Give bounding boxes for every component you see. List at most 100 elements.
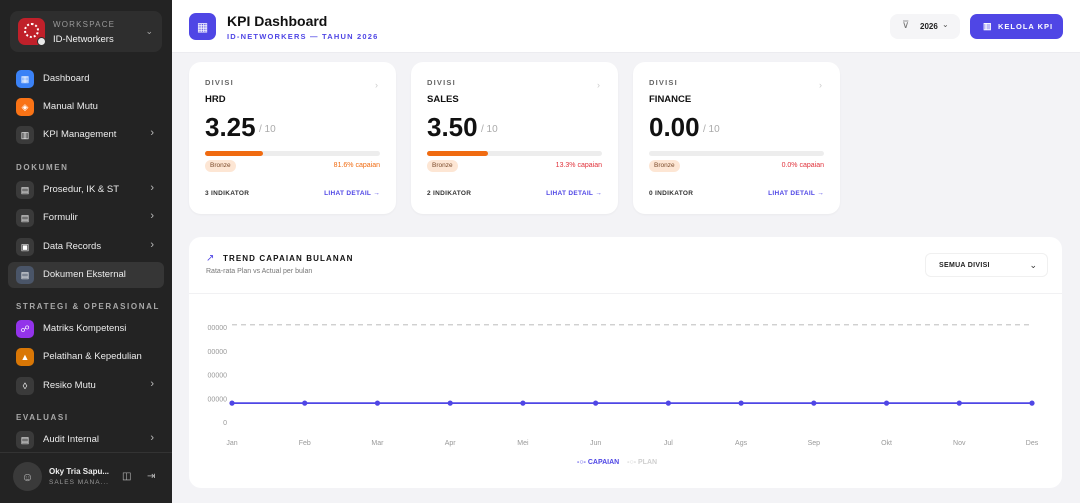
data-point xyxy=(956,400,962,406)
page-subtitle: ID-NETWORKERS — TAHUN 2026 xyxy=(227,32,379,41)
kpi-card-finance[interactable]: DIVISI › FINANCE 0.00 / 10 Bronze 0.0% c… xyxy=(633,62,840,214)
panel-toggle-icon[interactable]: ◫ xyxy=(122,471,132,482)
sidebar-item-dokumen-eksternal[interactable]: ▤ Dokumen Eksternal xyxy=(8,262,164,288)
kelola-kpi-label: KELOLA KPI xyxy=(998,22,1054,31)
kelola-kpi-button[interactable]: ▥ KELOLA KPI xyxy=(970,14,1063,39)
kpi-score: 0.00 xyxy=(649,112,700,142)
chevron-right-icon: › xyxy=(150,432,154,444)
sidebar-item-data-records[interactable]: ▣ Data Records › xyxy=(8,234,164,260)
achievement-percent: 81.6% capaian xyxy=(333,162,380,169)
card-label: DIVISI xyxy=(427,78,456,87)
data-point xyxy=(593,400,599,406)
sidebar-item-resiko-mutu[interactable]: ◊ Resiko Mutu › xyxy=(8,373,164,399)
card-label: DIVISI xyxy=(205,78,234,87)
legend-plan[interactable]: -○- PLAN xyxy=(627,459,658,466)
shield-alert-icon: ◊ xyxy=(16,377,34,395)
card-label: DIVISI xyxy=(649,78,678,87)
year-value: 2026 xyxy=(920,22,938,31)
y-tick-label: 00000 xyxy=(208,373,228,380)
division-name: HRD xyxy=(205,94,226,105)
sidebar-item-label: Formulir xyxy=(43,212,78,223)
data-point xyxy=(374,400,381,406)
indicator-count: 3 INDIKATOR xyxy=(205,190,250,197)
x-tick-label: Feb xyxy=(299,440,311,447)
x-tick-label: Jan xyxy=(226,440,237,447)
sidebar-item-dashboard[interactable]: ▦ Dashboard xyxy=(8,66,164,92)
avatar[interactable]: ☺ xyxy=(13,462,42,491)
people-icon: ☍ xyxy=(16,320,34,338)
x-tick-label: Mar xyxy=(371,440,384,447)
section-label-strategi: STRATEGI & OPERASIONAL xyxy=(16,302,160,311)
y-tick-label: 0 xyxy=(223,420,227,427)
chevron-down-icon: ⌄ xyxy=(145,26,153,36)
x-tick-label: Jun xyxy=(590,440,601,447)
section-label-evaluasi: EVALUASI xyxy=(16,413,69,422)
page-header: ▦ KPI Dashboard ID-NETWORKERS — TAHUN 20… xyxy=(172,0,1080,53)
sidebar-item-audit-internal[interactable]: ▤ Audit Internal › xyxy=(8,427,164,453)
x-tick-label: Apr xyxy=(445,440,457,447)
workspace-switcher[interactable]: WORKSPACE ID-Networkers ⌄ xyxy=(10,11,162,52)
sidebar-item-formulir[interactable]: ▤ Formulir › xyxy=(8,205,164,231)
x-tick-label: Des xyxy=(1026,440,1039,447)
kpi-max: / 10 xyxy=(481,124,498,135)
user-name: Oky Tria Sapu... xyxy=(49,467,110,476)
indicator-count: 2 INDIKATOR xyxy=(427,190,472,197)
chart-legend: -○- CAPAIAN -○- PLAN xyxy=(577,459,657,466)
x-tick-label: Ags xyxy=(735,440,748,447)
chevron-right-icon: › xyxy=(150,210,154,222)
x-tick-label: Sep xyxy=(808,440,821,447)
chevron-right-icon: › xyxy=(375,80,378,90)
status-badge: Bronze xyxy=(649,160,680,172)
sidebar-item-prosedur[interactable]: ▤ Prosedur, IK & ST › xyxy=(8,177,164,203)
kpi-card-sales[interactable]: DIVISI › SALES 3.50 / 10 Bronze 13.3% ca… xyxy=(411,62,618,214)
filter-icon: ⊽ xyxy=(902,20,910,31)
sidebar-item-label: Manual Mutu xyxy=(43,101,98,112)
trend-subtitle: Rata-rata Plan vs Actual per bulan xyxy=(206,268,313,275)
status-badge: Bronze xyxy=(205,160,236,172)
progress-bar xyxy=(427,151,602,156)
x-tick-label: Mei xyxy=(517,440,529,447)
achievement-percent: 13.3% capaian xyxy=(555,162,602,169)
kpi-card-hrd[interactable]: DIVISI › HRD 3.25 / 10 Bronze 81.6% capa… xyxy=(189,62,396,214)
detail-link[interactable]: LIHAT DETAIL → xyxy=(324,190,380,197)
sidebar-item-matriks-kompetensi[interactable]: ☍ Matriks Kompetensi xyxy=(8,316,164,342)
logout-icon[interactable]: ⇥ xyxy=(147,471,156,482)
status-dot xyxy=(37,37,46,46)
y-tick-label: 00000 xyxy=(208,396,228,403)
sidebar-item-manual-mutu[interactable]: ◈ Manual Mutu xyxy=(8,94,164,120)
page-title: KPI Dashboard xyxy=(227,13,328,29)
x-tick-label: Nov xyxy=(953,440,966,447)
trending-up-icon: ↗ xyxy=(206,253,215,264)
progress-fill xyxy=(205,151,263,156)
grid-icon: ▦ xyxy=(16,70,34,88)
detail-link[interactable]: LIHAT DETAIL → xyxy=(546,190,602,197)
workspace-logo xyxy=(18,18,45,45)
user-profile: ☺ Oky Tria Sapu... SALES MANA... ◫ ⇥ xyxy=(0,452,172,503)
sidebar-item-pelatihan[interactable]: ▲ Pelatihan & Kepedulian xyxy=(8,344,164,370)
data-point xyxy=(302,400,308,406)
clipboard-icon: ▤ xyxy=(16,431,34,449)
trend-panel: ↗ TREND CAPAIAN BULANAN Rata-rata Plan v… xyxy=(189,237,1062,488)
data-point xyxy=(883,400,890,406)
detail-link[interactable]: LIHAT DETAIL → xyxy=(768,190,824,197)
sidebar-item-kpi-management[interactable]: ▥ KPI Management › xyxy=(8,122,164,148)
sidebar-item-label: Prosedur, IK & ST xyxy=(43,184,120,195)
legend-capaian[interactable]: -○- CAPAIAN xyxy=(577,459,620,466)
section-label-dokumen: DOKUMEN xyxy=(16,163,69,172)
user-role: SALES MANA... xyxy=(49,479,109,486)
document-icon: ▤ xyxy=(16,181,34,199)
archive-icon: ▣ xyxy=(16,238,34,256)
division-filter-select[interactable]: SEMUA DIVISI ⌄ xyxy=(925,253,1048,277)
chevron-right-icon: › xyxy=(150,378,154,390)
sidebar-item-label: Dokumen Eksternal xyxy=(43,269,126,280)
progress-bar xyxy=(205,151,380,156)
workspace-name: ID-Networkers xyxy=(53,34,114,45)
status-badge: Bronze xyxy=(427,160,458,172)
data-point xyxy=(665,400,671,406)
progress-fill xyxy=(427,151,489,156)
kpi-score: 3.25 xyxy=(205,112,256,142)
chevron-right-icon: › xyxy=(597,80,600,90)
progress-bar xyxy=(649,151,824,156)
year-select[interactable]: ⊽ 2026 ⌄ xyxy=(890,14,960,39)
data-point xyxy=(229,400,235,406)
